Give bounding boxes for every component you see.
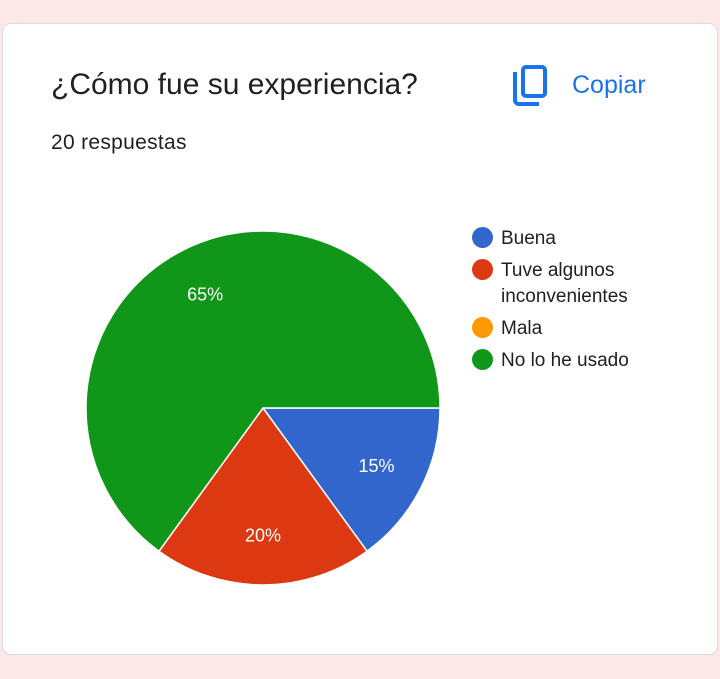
legend-label: Tuve algunos inconvenientes <box>501 260 628 307</box>
slice-value-label: 65% <box>187 284 223 304</box>
question-title: ¿Cómo fue su experiencia? <box>51 68 418 101</box>
copy-label: Copiar <box>572 70 646 99</box>
response-count: 20 respuestas <box>51 131 187 154</box>
legend-swatch <box>472 317 493 338</box>
pie-slice-tuve-algunos-inconvenientes <box>157 406 369 586</box>
pie-slice-buena <box>261 407 441 553</box>
legend-label: Mala <box>501 318 543 339</box>
legend-swatch <box>472 227 493 248</box>
pie-chart: 15% 20% 65% <box>85 230 441 586</box>
legend-label: Buena <box>501 228 556 249</box>
chart-legend: Buena Tuve algunos inconvenientes Mala No l… <box>472 226 702 380</box>
slice-value-label: 20% <box>245 525 281 545</box>
legend-swatch <box>472 349 493 370</box>
copy-icon <box>513 65 547 106</box>
slice-value-label: 15% <box>359 456 395 476</box>
legend-swatch <box>472 259 493 280</box>
copy-button[interactable]: Copiar <box>511 62 646 108</box>
legend-label: No lo he usado <box>501 350 629 371</box>
legend-item: Tuve algunos inconvenientes <box>472 258 702 310</box>
legend-item: Mala <box>472 316 702 342</box>
legend-item: Buena <box>472 226 702 252</box>
question-summary-card: ¿Cómo fue su experiencia? 20 respuestas … <box>2 23 718 655</box>
legend-item: No lo he usado <box>472 348 702 374</box>
pie-slice-no-lo-he-usado <box>85 230 441 553</box>
